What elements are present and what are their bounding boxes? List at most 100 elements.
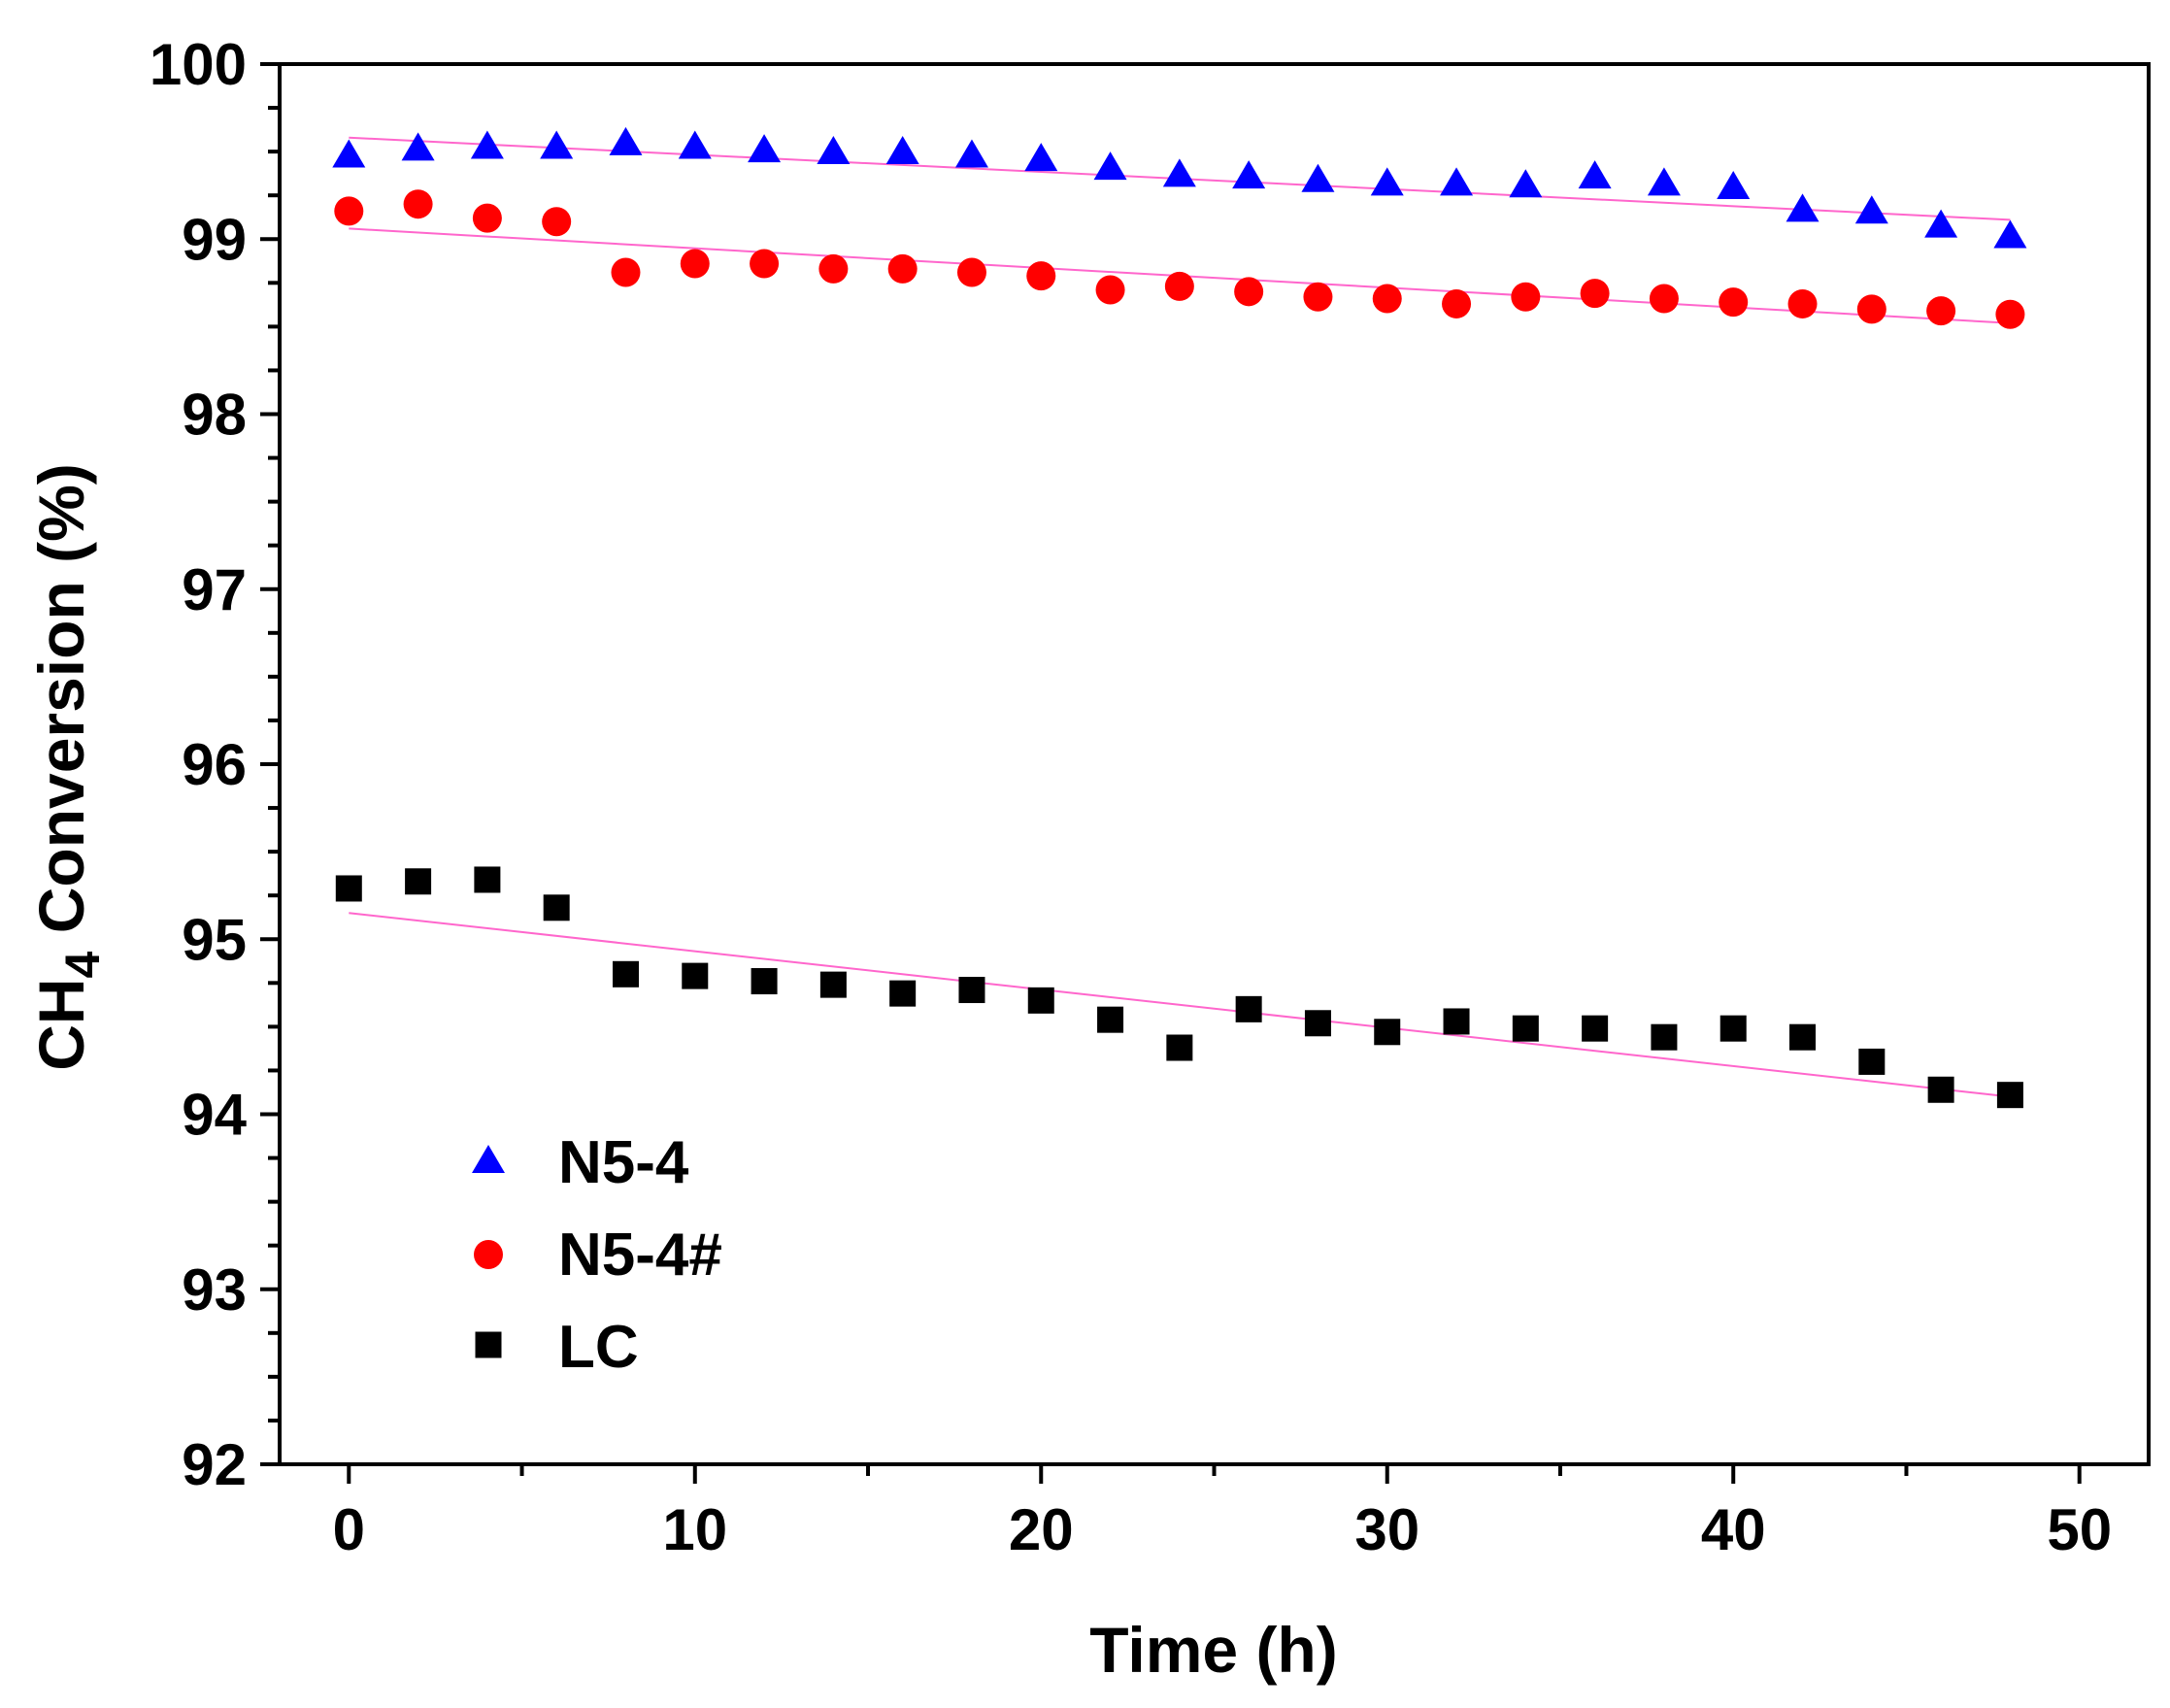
data-point-circle [956, 257, 986, 287]
data-point-triangle [1301, 163, 1335, 192]
data-point-triangle [1993, 219, 2027, 249]
data-point-triangle [609, 126, 643, 155]
legend-label-n5-4-hash: N5-4# [558, 1222, 722, 1289]
data-point-triangle [1509, 169, 1543, 198]
data-point-circle [542, 207, 572, 237]
data-point-triangle [470, 130, 504, 159]
y-tick-label: 93 [182, 1257, 247, 1323]
data-point-circle [1511, 282, 1541, 312]
data-point-triangle [1024, 143, 1058, 172]
data-point-triangle [954, 139, 988, 168]
x-tick-labels: 0 10 20 30 40 50 [333, 1497, 2112, 1562]
data-point-triangle [817, 135, 851, 164]
y-axis-title: CH4 Conversion (%) [25, 463, 110, 1071]
data-point-square [1027, 987, 1054, 1014]
data-point-square [1789, 1023, 1817, 1051]
x-axis-title: Time (h) [1089, 1614, 1337, 1686]
data-point-square [682, 962, 709, 989]
data-point-triangle [540, 130, 574, 159]
data-point-circle [472, 203, 502, 233]
data-point-square [1858, 1048, 1886, 1075]
y-axis-title-rest: Conversion (%) [25, 463, 97, 951]
data-point-triangle [1370, 167, 1404, 196]
data-point-circle [887, 253, 918, 284]
data-point-circle [1649, 284, 1679, 314]
data-point-square [1235, 995, 1262, 1022]
data-point-triangle [332, 139, 366, 168]
data-point-triangle [1924, 209, 1958, 238]
x-tick-label: 20 [1009, 1497, 1074, 1562]
legend-square-icon [475, 1331, 502, 1358]
legend-icons [472, 1145, 505, 1358]
data-point-circle [680, 249, 710, 279]
data-point-triangle [1786, 193, 1819, 222]
data-point-triangle [748, 134, 782, 163]
data-point-square [1512, 1015, 1539, 1042]
trend-line [349, 912, 2011, 1098]
data-point-square [612, 960, 639, 988]
data-point-square [819, 971, 847, 998]
data-point-circle [1372, 284, 1402, 314]
data-point-square [405, 868, 432, 895]
data-point-triangle [1717, 170, 1751, 199]
data-point-square [474, 866, 501, 893]
data-point-square [1304, 1010, 1331, 1037]
data-point-triangle [1440, 167, 1474, 196]
data-point-square [1651, 1023, 1678, 1051]
y-axis-title-subscript: 4 [55, 951, 110, 978]
x-tick-label: 30 [1354, 1497, 1419, 1562]
x-tick-label: 10 [662, 1497, 727, 1562]
legend-triangle-icon [472, 1145, 505, 1174]
data-point-square [751, 968, 778, 995]
legend-circle-icon [474, 1240, 503, 1269]
data-point-triangle [401, 132, 435, 161]
data-point-circle [1026, 261, 1056, 291]
data-point-circle [1926, 296, 1956, 326]
data-point-square [1443, 1008, 1470, 1035]
data-point-triangle [1093, 151, 1127, 181]
data-point-triangle [1232, 160, 1266, 189]
data-point-circle [1303, 282, 1333, 312]
x-tick-label: 50 [2047, 1497, 2112, 1562]
data-point-square [1166, 1034, 1193, 1061]
data-point-circle [403, 189, 433, 219]
data-point-square [1097, 1006, 1124, 1033]
y-tick-label: 94 [182, 1083, 247, 1148]
data-point-square [958, 977, 985, 1004]
data-point-square [889, 980, 917, 1007]
x-tick-label: 40 [1701, 1497, 1766, 1562]
legend: N5-4 N5-4# LC [472, 1129, 722, 1381]
axis-ticks [260, 62, 2082, 1484]
y-tick-label: 97 [182, 557, 247, 622]
data-point-square [1927, 1076, 1954, 1103]
legend-label-lc: LC [558, 1314, 639, 1381]
x-tick-label: 0 [333, 1497, 365, 1562]
data-point-square [1996, 1082, 2023, 1109]
data-point-circle [750, 249, 780, 279]
data-point-square [335, 875, 362, 902]
data-point-triangle [1647, 167, 1681, 196]
legend-label-n5-4: N5-4 [558, 1129, 689, 1196]
data-point-circle [1442, 288, 1472, 318]
data-point-square [1582, 1015, 1609, 1042]
y-tick-label: 98 [182, 383, 247, 448]
data-point-circle [1234, 277, 1264, 307]
data-point-triangle [1162, 158, 1196, 187]
data-point-circle [1580, 279, 1610, 309]
series-triangle [332, 126, 2027, 249]
data-point-triangle [885, 135, 919, 164]
y-tick-label: 100 [150, 32, 247, 97]
data-point-circle [1095, 275, 1125, 305]
data-point-triangle [1578, 160, 1612, 189]
data-point-triangle [1854, 195, 1888, 224]
data-point-circle [1856, 294, 1886, 324]
y-tick-label: 96 [182, 732, 247, 797]
data-markers [332, 126, 2027, 1109]
data-point-circle [611, 257, 641, 287]
y-tick-labels: 92 93 94 95 96 97 98 99 100 [150, 32, 248, 1497]
data-point-circle [818, 253, 849, 284]
y-tick-label: 99 [182, 207, 247, 272]
data-point-triangle [678, 130, 712, 159]
data-point-square [543, 894, 570, 921]
